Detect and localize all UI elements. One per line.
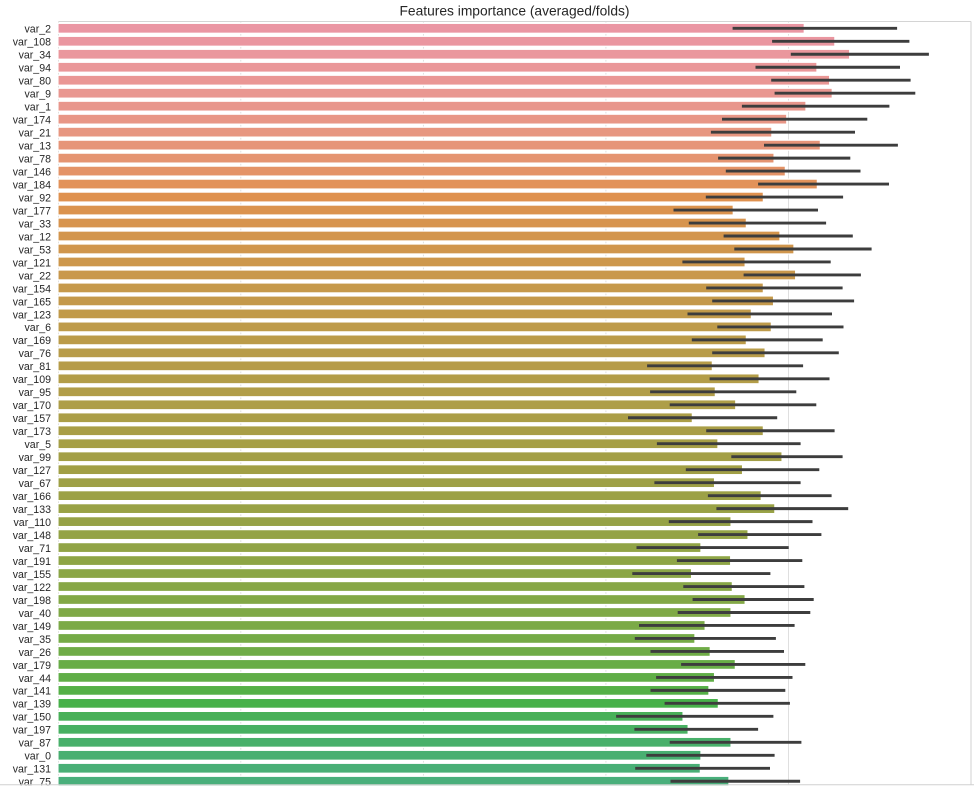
- svg-text:var_53: var_53: [19, 244, 51, 256]
- svg-text:var_110: var_110: [14, 517, 52, 529]
- svg-text:var_109: var_109: [13, 374, 51, 386]
- svg-text:var_191: var_191: [13, 556, 51, 568]
- svg-text:var_71: var_71: [19, 543, 51, 555]
- svg-text:var_165: var_165: [13, 296, 51, 308]
- svg-text:var_170: var_170: [13, 400, 51, 412]
- svg-text:var_123: var_123: [13, 309, 51, 321]
- svg-text:var_154: var_154: [13, 283, 51, 295]
- svg-text:var_92: var_92: [19, 192, 51, 204]
- svg-text:var_44: var_44: [19, 673, 51, 685]
- svg-text:Features importance (averaged/: Features importance (averaged/folds): [399, 4, 629, 19]
- svg-text:var_0: var_0: [25, 751, 52, 763]
- svg-text:var_179: var_179: [13, 660, 51, 672]
- svg-text:var_95: var_95: [19, 387, 51, 399]
- svg-text:var_198: var_198: [13, 595, 51, 607]
- svg-text:var_78: var_78: [19, 153, 51, 165]
- svg-text:var_122: var_122: [13, 582, 51, 594]
- svg-text:var_146: var_146: [13, 166, 51, 178]
- svg-text:var_2: var_2: [25, 24, 52, 36]
- svg-text:var_157: var_157: [13, 413, 51, 425]
- svg-text:var_177: var_177: [13, 205, 51, 217]
- svg-text:var_26: var_26: [19, 647, 51, 659]
- svg-text:var_81: var_81: [19, 361, 51, 373]
- svg-text:var_94: var_94: [19, 63, 51, 75]
- svg-text:var_169: var_169: [13, 335, 51, 347]
- svg-text:var_35: var_35: [19, 634, 51, 646]
- svg-text:var_173: var_173: [13, 426, 51, 438]
- svg-text:var_141: var_141: [13, 686, 51, 698]
- svg-text:var_80: var_80: [19, 76, 51, 88]
- svg-text:var_174: var_174: [13, 115, 51, 127]
- svg-text:var_150: var_150: [13, 712, 51, 724]
- svg-text:var_67: var_67: [19, 478, 51, 490]
- svg-text:var_76: var_76: [19, 348, 51, 360]
- svg-text:var_99: var_99: [19, 452, 51, 464]
- svg-text:var_22: var_22: [19, 270, 51, 282]
- svg-text:var_121: var_121: [13, 257, 51, 269]
- svg-text:var_13: var_13: [19, 140, 51, 152]
- svg-text:var_127: var_127: [13, 465, 51, 477]
- svg-text:var_1: var_1: [25, 102, 52, 114]
- svg-text:var_148: var_148: [13, 530, 51, 542]
- svg-text:var_33: var_33: [19, 218, 51, 230]
- svg-text:var_21: var_21: [19, 128, 51, 140]
- svg-text:var_34: var_34: [19, 50, 51, 62]
- svg-text:var_40: var_40: [19, 608, 51, 620]
- svg-text:var_133: var_133: [13, 504, 51, 516]
- svg-text:var_6: var_6: [25, 322, 52, 334]
- svg-text:var_139: var_139: [13, 699, 51, 711]
- svg-text:var_108: var_108: [13, 37, 51, 49]
- svg-text:var_184: var_184: [13, 179, 51, 191]
- svg-text:var_87: var_87: [19, 738, 51, 750]
- svg-text:var_9: var_9: [25, 89, 52, 101]
- svg-text:var_197: var_197: [13, 725, 51, 737]
- svg-text:var_155: var_155: [13, 569, 51, 581]
- svg-text:var_5: var_5: [25, 439, 52, 451]
- svg-text:var_166: var_166: [13, 491, 51, 503]
- svg-text:var_131: var_131: [13, 764, 51, 776]
- svg-text:var_12: var_12: [19, 231, 51, 243]
- svg-text:var_149: var_149: [13, 621, 51, 633]
